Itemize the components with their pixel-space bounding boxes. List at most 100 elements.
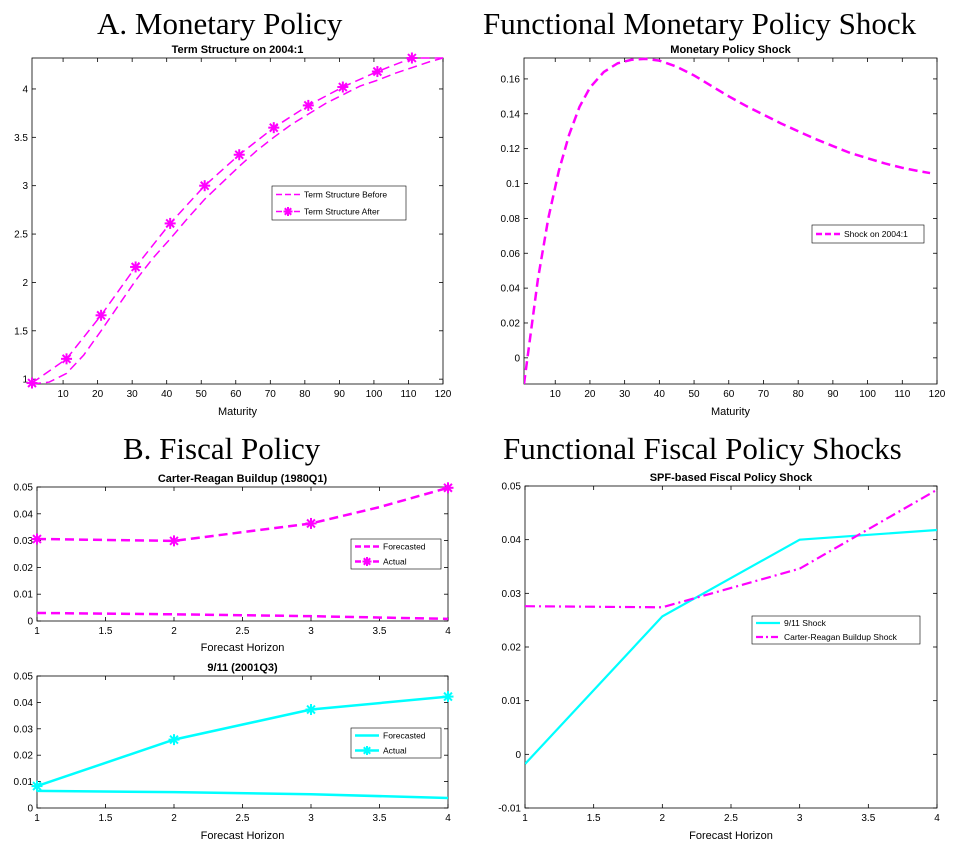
x-tick-label: 1 (522, 813, 528, 824)
series-marker-2 (164, 217, 176, 229)
legend-marker-stroke-3 (363, 557, 371, 566)
series-marker-2 (442, 482, 454, 494)
legend-label: Forecasted (383, 731, 426, 741)
series-marker-2 (26, 377, 38, 389)
x-tick-label: 2 (171, 626, 177, 637)
series-marker-2 (305, 704, 317, 716)
heading-fiscal-policy: B. Fiscal Policy (123, 431, 321, 466)
series-marker-2-stroke-3 (165, 218, 175, 229)
x-tick-label: 3.5 (861, 813, 875, 824)
x-tick-label: 3 (797, 813, 803, 824)
heading-functional-monetary-shock: Functional Monetary Policy Shock (483, 6, 917, 41)
y-tick-label: 0.02 (502, 643, 522, 654)
x-tick-label: 110 (894, 389, 910, 400)
series-marker-2-stroke-3 (443, 483, 453, 493)
x-tick-label: 50 (196, 389, 208, 400)
series-line-1 (524, 57, 931, 385)
series-marker-2-stroke-3 (372, 66, 383, 77)
chart-panel-3: Carter-Reagan Buildup (1980Q1) 1 1.5 2 2.5 3 3… (14, 473, 454, 654)
y-tick-label: 0.12 (501, 144, 521, 155)
heading-monetary-policy: A. Monetary Policy (97, 6, 343, 41)
chart-title: SPF-based Fiscal Policy Shock (650, 472, 813, 484)
chart-panel-4: 9/11 (2001Q3) 1 1.5 2 2.5 3 3.5 4 0 0.01 0.02 0.03 0… (14, 662, 454, 842)
x-tick-label: 4 (445, 626, 451, 637)
series-marker-2 (95, 309, 107, 321)
series-line-1 (37, 789, 448, 800)
x-tick-label: 80 (299, 389, 311, 400)
x-tick-label: 30 (127, 389, 139, 400)
legend: Forecasted Actual (350, 538, 442, 570)
legend-marker (362, 746, 372, 755)
y-tick-label: 0 (27, 804, 33, 815)
series-marker-2 (371, 66, 383, 78)
series-marker-2 (337, 81, 349, 93)
legend-label: Carter-Reagan Buildup Shock (784, 632, 898, 642)
series-marker-2 (302, 99, 314, 111)
x-tick-label: 60 (230, 389, 242, 400)
y-tick-label: 0.03 (502, 589, 522, 600)
series-marker-2-stroke-3 (32, 781, 42, 791)
y-tick-label: 0.01 (502, 696, 522, 707)
y-tick-label: 2.5 (14, 230, 28, 241)
x-tick-label: 10 (58, 389, 70, 400)
series-marker-2 (199, 180, 211, 192)
series-line-1 (37, 611, 448, 621)
x-tick-label: 2 (171, 813, 177, 824)
x-tick-label: 1.5 (99, 813, 113, 824)
y-tick-label: 0.08 (501, 214, 521, 225)
x-tick-label: 70 (265, 389, 277, 400)
legend-label: Forecasted (383, 542, 426, 552)
legend-label: Term Structure Before (304, 190, 387, 200)
plot-area (523, 57, 938, 385)
y-tick-label: 4 (22, 84, 28, 95)
legend-box (271, 185, 407, 221)
series-marker-2 (31, 533, 43, 545)
series-marker-2 (168, 734, 180, 746)
series-marker-2-stroke-3 (407, 53, 417, 63)
y-tick-label: -0.01 (498, 804, 521, 815)
legend-label: Actual (383, 746, 407, 756)
legend: Term Structure Before Term Structure Afte… (271, 185, 407, 221)
x-tick-label: 100 (366, 389, 383, 400)
y-tick-label: 0.01 (14, 590, 34, 601)
legend-label: Term Structure After (304, 207, 380, 217)
series-marker-2-stroke-3 (269, 122, 279, 133)
x-axis-label: Forecast Horizon (201, 642, 285, 654)
series-marker-2 (233, 149, 245, 161)
series-line-2 (525, 488, 937, 609)
y-tick-label: 0.05 (14, 483, 34, 494)
y-tick-label: 0.04 (502, 535, 522, 546)
y-tick-label: 0.05 (14, 672, 34, 683)
x-tick-label: 30 (619, 389, 631, 400)
series-marker-2 (406, 52, 418, 64)
y-tick-label: 0 (515, 750, 521, 761)
y-tick-label: 1.5 (14, 326, 28, 337)
x-tick-label: 3.5 (373, 626, 387, 637)
x-tick-label: 4 (934, 813, 940, 824)
x-tick-label: 3 (308, 626, 314, 637)
x-tick-label: 120 (435, 389, 452, 400)
chart-title: Monetary Policy Shock (670, 44, 791, 56)
legend-marker-stroke-3 (363, 746, 371, 755)
x-tick-label: 50 (688, 389, 700, 400)
legend-marker-stroke-3 (284, 207, 292, 216)
x-tick-label: 1 (34, 813, 40, 824)
y-tick-label: 0.02 (501, 318, 521, 329)
y-tick-label: 0.01 (14, 777, 34, 788)
legend: Shock on 2004:1 (811, 224, 925, 244)
legend: 9/11 Shock Carter-Reagan Buildup Shock (751, 615, 921, 645)
y-tick-label: 3 (22, 181, 28, 192)
series-marker-2-stroke-3 (306, 518, 316, 529)
legend-label: Actual (383, 557, 407, 567)
plot-area (524, 485, 938, 809)
x-tick-label: 1.5 (587, 813, 601, 824)
x-axis-label: Forecast Horizon (689, 830, 773, 842)
y-tick-label: 1 (22, 375, 28, 386)
legend-label: Shock on 2004:1 (844, 229, 908, 239)
x-tick-label: 4 (445, 813, 451, 824)
chart-panel-1: Term Structure on 2004:1 10 20 30 40 50 60 70 80… (14, 44, 452, 418)
y-tick-label: 0.06 (501, 249, 521, 260)
x-axis-label: Maturity (711, 406, 751, 418)
chart-panel-2: Monetary Policy Shock 10 20 30 40 50 60 70 80 90 1… (501, 44, 946, 418)
